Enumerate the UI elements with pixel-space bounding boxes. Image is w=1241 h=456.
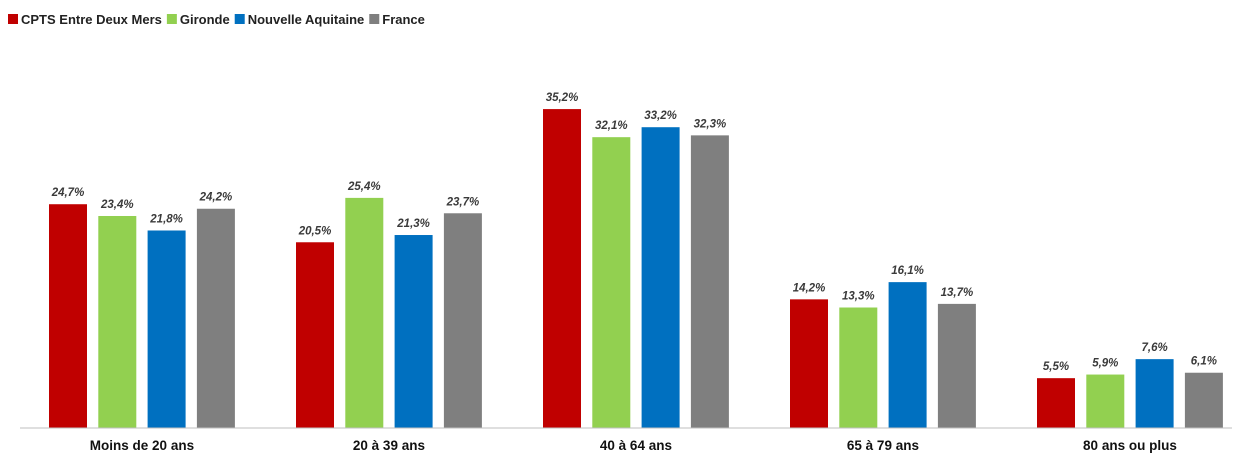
data-labels-group: 24,7% 23,4% 21,8% 24,2% 20,5% 25,4% 21,3% 23,7%… [51,92,1217,373]
data-label-gironde-20-a-39-ans: 25,4% [347,181,381,193]
data-label-france-65-a-79-ans: 13,7% [941,287,974,299]
data-label-cpts-entre-deux-mers-80-ans-ou-plus: 5,5% [1043,361,1069,373]
data-label-cpts-entre-deux-mers-20-a-39-ans: 20,5% [298,225,332,237]
legend-swatch-nouvelle-aquitaine [234,14,245,24]
bar-cpts-entre-deux-mers-moins-de-20-ans [49,204,87,428]
bar-france-80-ans-ou-plus [1184,372,1223,428]
bar-cpts-entre-deux-mers-80-ans-ou-plus [1037,378,1075,428]
data-label-france-moins-de-20-ans: 24,2% [199,192,233,204]
data-label-cpts-entre-deux-mers-moins-de-20-ans: 24,7% [51,187,85,199]
bar-gironde-80-ans-ou-plus [1086,374,1125,428]
x-tick-label-moins-de-20-ans: Moins de 20 ans [90,438,194,453]
data-label-cpts-entre-deux-mers-65-a-79-ans: 14,2% [793,282,826,294]
bar-gironde-40-a-64-ans [592,137,631,428]
bar-france-moins-de-20-ans [196,208,235,428]
legend-label-gironde: Gironde [180,12,230,27]
x-tick-label-65-a-79-ans: 65 à 79 ans [847,438,919,453]
bar-france-65-a-79-ans [937,303,976,428]
legend-label-france: France [382,12,425,27]
bar-france-20-a-39-ans [443,213,482,428]
legend: CPTS Entre Deux Mers Gironde Nouvelle Aqui… [8,12,425,27]
data-label-nouvelle-aquitaine-moins-de-20-ans: 21,8% [149,213,183,225]
data-label-nouvelle-aquitaine-20-a-39-ans: 21,3% [396,218,430,230]
legend-label-nouvelle-aquitaine: Nouvelle Aquitaine [248,12,365,27]
bar-cpts-entre-deux-mers-65-a-79-ans [790,299,828,428]
x-tick-label-20-a-39-ans: 20 à 39 ans [353,438,425,453]
x-tick-label-80-ans-ou-plus: 80 ans ou plus [1083,438,1177,453]
bar-france-40-a-64-ans [690,135,729,428]
data-label-gironde-40-a-64-ans: 32,1% [595,120,628,132]
data-label-gironde-moins-de-20-ans: 23,4% [100,199,134,211]
x-tick-label-40-a-64-ans: 40 à 64 ans [600,438,672,453]
bar-nouvelle-aquitaine-20-a-39-ans [394,235,433,428]
data-label-nouvelle-aquitaine-65-a-79-ans: 16,1% [891,265,924,277]
data-label-france-20-a-39-ans: 23,7% [446,196,480,208]
data-label-france-40-a-64-ans: 32,3% [694,118,727,130]
bar-nouvelle-aquitaine-moins-de-20-ans [147,230,186,428]
data-label-cpts-entre-deux-mers-40-a-64-ans: 35,2% [546,92,579,104]
bar-cpts-entre-deux-mers-40-a-64-ans [543,109,581,428]
bar-cpts-entre-deux-mers-20-a-39-ans [296,242,334,428]
data-label-nouvelle-aquitaine-40-a-64-ans: 33,2% [644,110,677,122]
data-label-france-80-ans-ou-plus: 6,1% [1191,356,1217,368]
bar-gironde-moins-de-20-ans [98,215,137,428]
category-labels-group: Moins de 20 ans 20 à 39 ans 40 à 64 ans 65 … [90,438,1177,453]
bar-nouvelle-aquitaine-40-a-64-ans [641,127,680,428]
legend-label-cpts-entre-deux-mers: CPTS Entre Deux Mers [21,12,162,27]
bar-gironde-20-a-39-ans [345,197,384,428]
bar-gironde-65-a-79-ans [839,307,878,428]
bar-nouvelle-aquitaine-80-ans-ou-plus [1135,359,1174,428]
legend-swatch-gironde [166,14,177,24]
bar-nouvelle-aquitaine-65-a-79-ans [888,282,927,428]
legend-swatch-france [369,14,380,24]
data-label-nouvelle-aquitaine-80-ans-ou-plus: 7,6% [1141,342,1167,354]
data-label-gironde-65-a-79-ans: 13,3% [842,291,875,303]
data-label-gironde-80-ans-ou-plus: 5,9% [1092,358,1118,370]
bars-group [49,109,1223,428]
legend-swatch-cpts-entre-deux-mers [8,14,18,24]
